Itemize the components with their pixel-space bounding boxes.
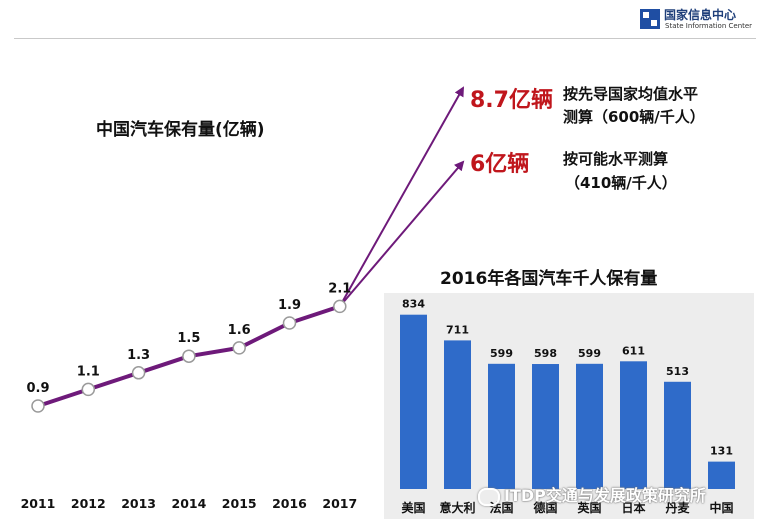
bar [444,340,471,489]
line-point [31,399,45,413]
bar-data-label: 599 [490,347,513,360]
line-x-tick-label: 2016 [272,496,307,511]
line-point [81,382,96,397]
logo-name-cn: 国家信息中心 [664,8,737,22]
line-point [333,299,347,314]
wechat-icon [478,487,500,506]
bar-data-label: 513 [666,365,689,378]
logo-name-en: State Information Center [665,22,753,30]
bar [576,363,603,489]
bar-data-label: 611 [622,344,645,357]
projection-high-note-line1: 按先导国家均值水平 [563,85,699,103]
bar-category-label: 美国 [401,500,425,515]
line-data-label: 1.6 [228,323,251,338]
state-information-center-logo: 国家信息中心 State Information Center [640,4,764,34]
logo-mark-icon [640,9,660,29]
bar-category-label: 德国 [533,500,557,515]
line-data-label: 1.1 [77,364,100,379]
bar [400,314,427,489]
bar-data-label: 131 [710,445,733,458]
watermark: ITDP交通与发展政策研究所 [478,482,706,506]
line-data-label: 1.5 [177,331,200,346]
projection-low-note-line1: 按可能水平测算 [563,150,669,168]
line-data-label: 1.3 [127,348,150,363]
line-point [282,316,297,330]
bar-category-label: 意大利 [439,500,475,515]
line-data-label: 2.1 [328,281,351,296]
watermark-text: ITDP交通与发展政策研究所 [504,486,706,505]
line-data-label: 1.9 [278,298,301,313]
bar [488,363,515,489]
bar-category-label: 日本 [621,500,645,515]
bar-category-label: 丹麦 [665,500,690,515]
bar [708,461,735,489]
bar [620,361,647,489]
line-point [232,341,246,355]
bar-data-label: 711 [446,323,469,336]
header-divider [14,38,756,39]
bar-data-label: 834 [402,298,425,311]
bar-category-label: 中国 [709,500,733,515]
bar-chart: 834美国711意大利599法国598德国599英国611日本513丹麦131中… [384,293,754,519]
bar-category-label: 英国 [577,500,601,515]
line-chart-title: 中国汽车保有量(亿辆) [96,120,265,140]
line-point [131,366,146,380]
line-x-tick-label: 2013 [121,496,156,511]
line-x-tick-label: 2014 [172,496,207,511]
line-point [182,349,196,363]
projection-low-value: 6亿辆 [470,152,530,177]
line-data-label: 0.9 [26,381,49,396]
projection-low-note-line2: （410辆/千人） [565,174,677,192]
projection-high-note-line2: 测算（600辆/千人） [563,108,705,126]
bar-data-label: 598 [534,347,557,360]
line-x-tick-label: 2017 [322,496,357,511]
line-chart: 0.9 2011 1.1 2012 1.3 2013 1.5 2014 1.6 2015 1.9 20… [21,86,465,511]
bar-data-label: 599 [578,347,601,360]
projection-low-arrow [339,160,465,308]
line-x-tick-label: 2011 [21,496,56,511]
bar-chart-title: 2016年各国汽车千人保有量 [440,269,658,289]
projection-high-value: 8.7亿辆 [470,88,553,113]
bar [532,364,559,489]
line-x-tick-label: 2015 [222,496,257,511]
bar [664,381,691,489]
line-x-tick-label: 2012 [71,496,106,511]
projection-high-arrow [338,86,464,307]
